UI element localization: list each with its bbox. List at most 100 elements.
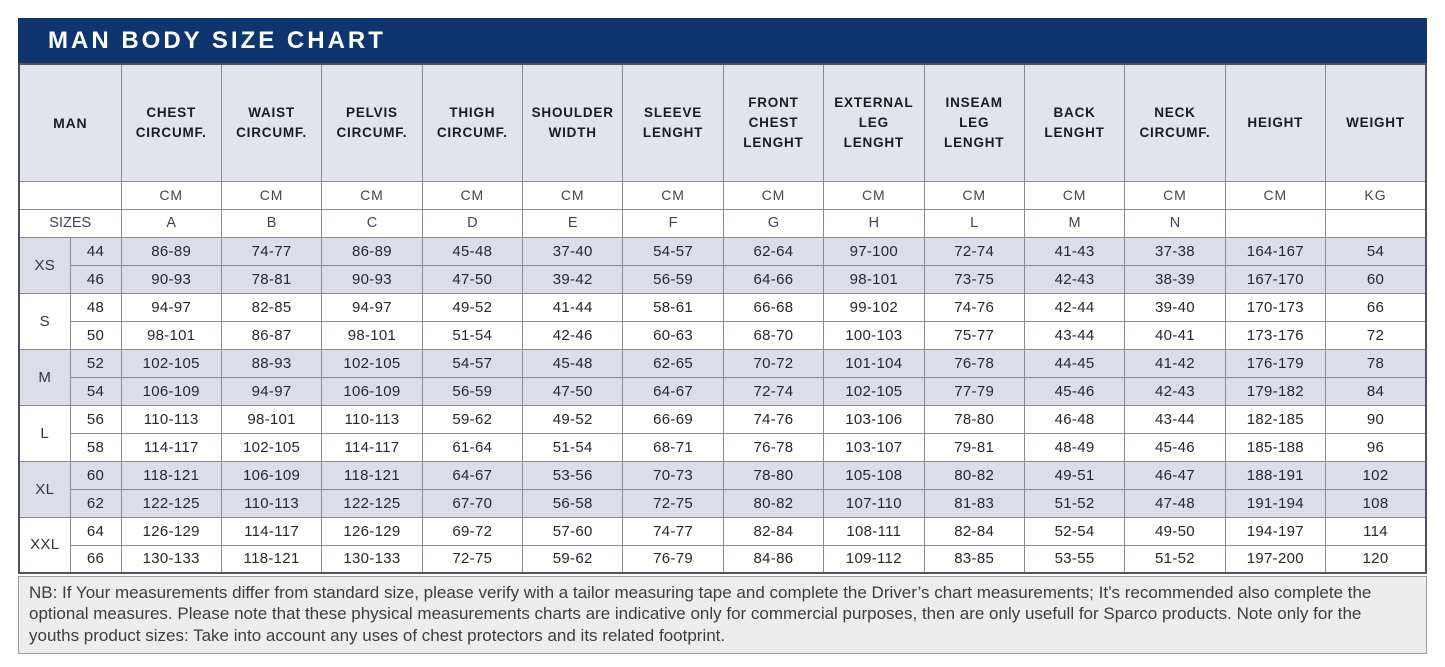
value-cell: 64-66 bbox=[722, 264, 825, 294]
size-number: 64 bbox=[69, 516, 122, 546]
column-header: CHEST CIRCUMF. bbox=[120, 63, 222, 182]
value-cell: 118-121 bbox=[120, 460, 222, 490]
row-axis-header: MAN bbox=[18, 63, 122, 182]
value-cell: 94-97 bbox=[220, 376, 323, 406]
value-cell: 114-117 bbox=[220, 516, 323, 546]
letter-cell: L bbox=[923, 208, 1025, 238]
value-cell: 98-101 bbox=[220, 404, 323, 434]
value-cell: 76-78 bbox=[722, 432, 825, 462]
letter-cell: C bbox=[321, 208, 423, 238]
value-cell: 176-179 bbox=[1224, 348, 1327, 378]
table-row: XS 44 86-89 74-77 86-89 45-48 37-40 54-57 62-64 9… bbox=[18, 236, 1427, 294]
value-cell: 114-117 bbox=[321, 432, 423, 462]
column-header: BACK LENGHT bbox=[1023, 63, 1126, 182]
table-row: 58 114-117 102-105 114-117 61-64 51-54 68-71 76… bbox=[19, 432, 1427, 462]
value-cell: 110-113 bbox=[220, 488, 323, 518]
letter-cell: G bbox=[722, 208, 825, 238]
value-cell: 53-56 bbox=[522, 460, 624, 490]
value-cell: 88-93 bbox=[220, 348, 323, 378]
value-cell: 74-76 bbox=[923, 292, 1025, 322]
value-cell: 114 bbox=[1325, 516, 1427, 546]
column-header: HEIGHT bbox=[1224, 63, 1327, 182]
size-number: 48 bbox=[69, 292, 122, 322]
value-cell: 78-80 bbox=[722, 460, 825, 490]
unit-cell: CM bbox=[1124, 180, 1226, 210]
value-cell: 51-52 bbox=[1023, 488, 1126, 518]
value-cell: 41-44 bbox=[522, 292, 624, 322]
column-header: WEIGHT bbox=[1325, 63, 1427, 182]
value-cell: 42-43 bbox=[1023, 264, 1126, 294]
value-cell: 90-93 bbox=[321, 264, 423, 294]
units-row-blank bbox=[18, 180, 122, 210]
value-cell: 114-117 bbox=[120, 432, 222, 462]
value-cell: 45-46 bbox=[1023, 376, 1126, 406]
value-cell: 66-69 bbox=[622, 404, 724, 434]
size-number: 58 bbox=[69, 432, 122, 462]
value-cell: 94-97 bbox=[321, 292, 423, 322]
value-cell: 80-82 bbox=[722, 488, 825, 518]
value-cell: 77-79 bbox=[923, 376, 1025, 406]
column-header: PELVIS CIRCUMF. bbox=[321, 63, 423, 182]
table-row: 54 106-109 94-97 106-109 56-59 47-50 64-67 72-7… bbox=[19, 376, 1427, 406]
value-cell: 73-75 bbox=[923, 264, 1025, 294]
letter-cell: F bbox=[622, 208, 724, 238]
value-cell: 51-52 bbox=[1124, 544, 1226, 574]
value-cell: 49-50 bbox=[1124, 516, 1226, 546]
column-header: NECK CIRCUMF. bbox=[1124, 63, 1226, 182]
value-cell: 109-112 bbox=[823, 544, 925, 574]
size-number: 44 bbox=[69, 236, 122, 266]
value-cell: 70-73 bbox=[622, 460, 724, 490]
value-cell: 47-48 bbox=[1124, 488, 1226, 518]
unit-cell: CM bbox=[722, 180, 825, 210]
value-cell: 43-44 bbox=[1124, 404, 1226, 434]
value-cell: 80-82 bbox=[923, 460, 1025, 490]
size-group-label: XS bbox=[18, 236, 71, 294]
value-cell: 42-44 bbox=[1023, 292, 1126, 322]
value-cell: 94-97 bbox=[120, 292, 222, 322]
value-cell: 67-70 bbox=[421, 488, 524, 518]
value-cell: 78-81 bbox=[220, 264, 323, 294]
value-cell: 39-40 bbox=[1124, 292, 1226, 322]
value-cell: 53-55 bbox=[1023, 544, 1126, 574]
value-cell: 54 bbox=[1325, 236, 1427, 266]
value-cell: 81-83 bbox=[923, 488, 1025, 518]
value-cell: 130-133 bbox=[321, 544, 423, 574]
size-number: 60 bbox=[69, 460, 122, 490]
letter-cell bbox=[1224, 208, 1327, 238]
value-cell: 74-76 bbox=[722, 404, 825, 434]
value-cell: 56-59 bbox=[622, 264, 724, 294]
value-cell: 66 bbox=[1325, 292, 1427, 322]
value-cell: 57-60 bbox=[522, 516, 624, 546]
value-cell: 102-105 bbox=[120, 348, 222, 378]
value-cell: 72-74 bbox=[722, 376, 825, 406]
value-cell: 130-133 bbox=[120, 544, 222, 574]
value-cell: 86-87 bbox=[220, 320, 323, 350]
value-cell: 68-71 bbox=[622, 432, 724, 462]
value-cell: 96 bbox=[1325, 432, 1427, 462]
value-cell: 194-197 bbox=[1224, 516, 1327, 546]
sizes-label-cell: SIZES bbox=[18, 208, 122, 238]
letter-cell: H bbox=[823, 208, 925, 238]
value-cell: 100-103 bbox=[823, 320, 925, 350]
table-row: XL 60 118-121 106-109 118-121 64-67 53-56 70-73… bbox=[18, 460, 1427, 518]
letter-cell: E bbox=[522, 208, 624, 238]
size-number: 46 bbox=[69, 264, 122, 294]
unit-cell: CM bbox=[321, 180, 423, 210]
value-cell: 105-108 bbox=[823, 460, 925, 490]
size-number: 62 bbox=[69, 488, 122, 518]
size-group-label: M bbox=[18, 348, 71, 406]
letter-cell bbox=[1325, 208, 1427, 238]
value-cell: 164-167 bbox=[1224, 236, 1327, 266]
page-title: MAN BODY SIZE CHART bbox=[48, 26, 386, 54]
value-cell: 72-74 bbox=[923, 236, 1025, 266]
column-header: EXTERNAL LEG LENGHT bbox=[823, 63, 925, 182]
value-cell: 99-102 bbox=[823, 292, 925, 322]
unit-cell: CM bbox=[1023, 180, 1126, 210]
value-cell: 59-62 bbox=[421, 404, 524, 434]
value-cell: 118-121 bbox=[220, 544, 323, 574]
value-cell: 90 bbox=[1325, 404, 1427, 434]
value-cell: 64-67 bbox=[622, 376, 724, 406]
size-number: 56 bbox=[69, 404, 122, 434]
value-cell: 40-41 bbox=[1124, 320, 1226, 350]
value-cell: 37-38 bbox=[1124, 236, 1226, 266]
